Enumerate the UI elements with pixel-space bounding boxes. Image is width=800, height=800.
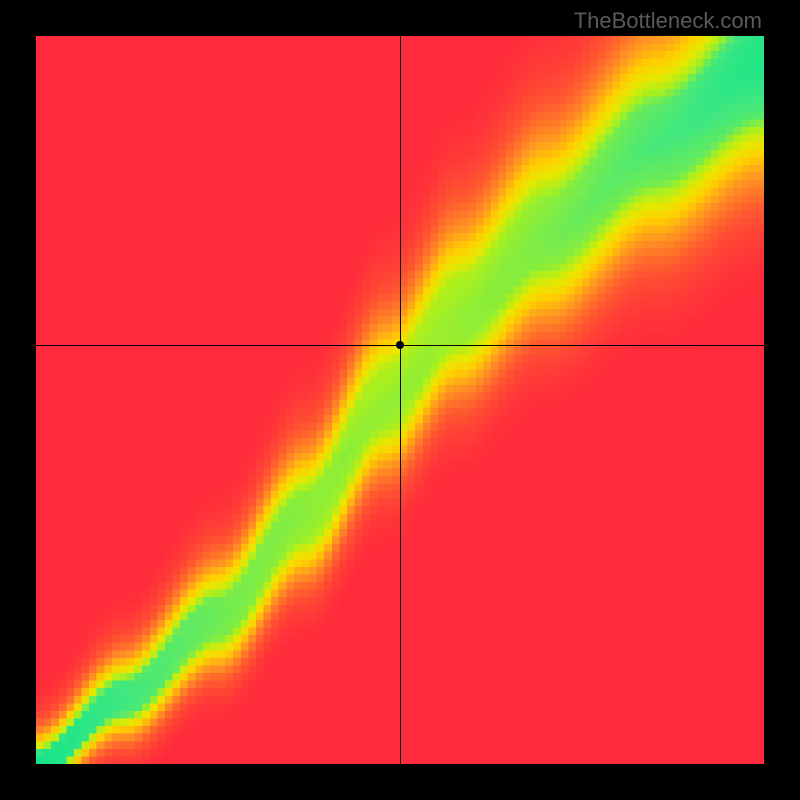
heatmap-plot [36, 36, 764, 764]
watermark-text: TheBottleneck.com [574, 8, 762, 34]
chart-frame: TheBottleneck.com [0, 0, 800, 800]
crosshair-vertical [400, 36, 401, 764]
